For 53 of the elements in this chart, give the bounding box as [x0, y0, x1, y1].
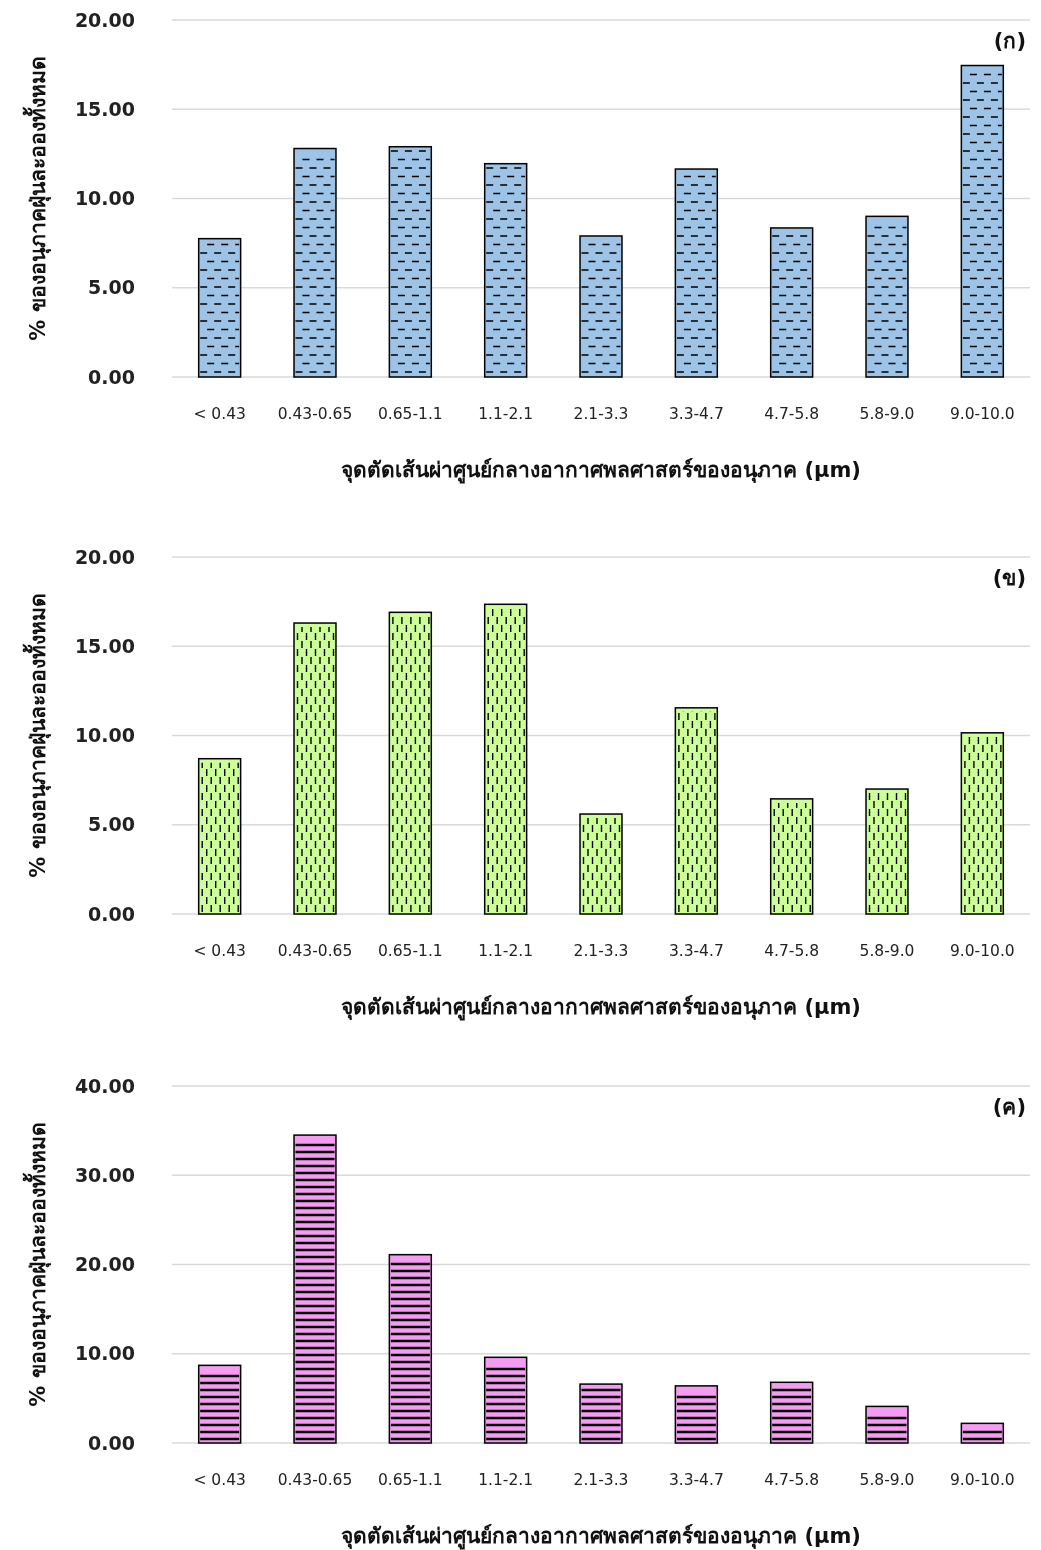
x-tick-label: 1.1-2.1: [478, 405, 534, 423]
y-tick-label: 15.00: [74, 634, 135, 657]
x-tick-label: < 0.43: [193, 942, 246, 960]
y-tick-label: 20.00: [74, 545, 135, 568]
annotation: (ก): [993, 29, 1026, 53]
x-tick-label: 0.65-1.1: [377, 942, 443, 960]
x-axis-title: จุดตัดเส้นผ่าศูนย์กลางอากาศพลศาสตร์ของอนุภาค (μm): [341, 458, 861, 484]
y-tick-label: 15.00: [74, 97, 135, 120]
x-tick-label: 5.8-9.0: [859, 942, 915, 960]
y-tick-label: 20.00: [74, 8, 135, 31]
x-tick-label: 5.8-9.0: [859, 405, 915, 423]
x-axis-title: จุดตัดเส้นผ่าศูนย์กลางอากาศพลศาสตร์ของอนุภาค (μm): [341, 995, 861, 1021]
x-tick-label: 3.3-4.7: [668, 942, 724, 960]
y-tick-label: 10.00: [74, 1342, 135, 1365]
y-axis-title: % ของอนุภาคฝุ่นละอองทั้งหมด: [22, 56, 52, 341]
y-tick-label: 0.00: [88, 1431, 135, 1454]
y-tick-label: 10.00: [74, 724, 135, 747]
annotation: (ค): [992, 1095, 1026, 1119]
x-tick-label: 2.1-3.3: [573, 942, 629, 960]
x-tick-label: < 0.43: [193, 1471, 246, 1489]
y-tick-label: 0.00: [88, 365, 135, 388]
x-tick-label: < 0.43: [193, 405, 246, 423]
y-tick-label: 10.00: [74, 187, 135, 210]
x-axis-title: จุดตัดเส้นผ่าศูนย์กลางอากาศพลศาสตร์ของอนุภาค (μm): [341, 1524, 861, 1550]
y-tick-label: 20.00: [74, 1253, 135, 1276]
x-tick-label: 4.7-5.8: [764, 405, 820, 423]
x-tick-label: 4.7-5.8: [764, 942, 820, 960]
x-tick-label: 0.43-0.65: [277, 1471, 353, 1489]
y-tick-label: 5.00: [88, 276, 135, 299]
y-tick-label: 0.00: [88, 902, 135, 925]
annotation: (ข): [992, 566, 1026, 590]
x-tick-label: 9.0-10.0: [949, 942, 1015, 960]
y-tick-label: 40.00: [74, 1074, 135, 1097]
x-tick-label: 3.3-4.7: [668, 405, 724, 423]
x-tick-label: 0.65-1.1: [377, 1471, 443, 1489]
x-tick-label: 3.3-4.7: [668, 1471, 724, 1489]
bar: [769, 227, 814, 378]
y-tick-label: 30.00: [74, 1163, 135, 1186]
x-tick-label: 9.0-10.0: [949, 405, 1015, 423]
x-tick-label: 1.1-2.1: [478, 1471, 534, 1489]
x-tick-label: 4.7-5.8: [764, 1471, 820, 1489]
y-axis-title: % ของอนุภาคฝุ่นละอองทั้งหมด: [22, 593, 52, 878]
x-tick-label: 1.1-2.1: [478, 942, 534, 960]
x-tick-label: 0.65-1.1: [377, 405, 443, 423]
x-tick-label: 0.43-0.65: [277, 405, 353, 423]
x-tick-label: 9.0-10.0: [949, 1471, 1015, 1489]
y-axis-title: % ของอนุภาคฝุ่นละอองทั้งหมด: [22, 1122, 52, 1407]
x-tick-label: 0.43-0.65: [277, 942, 353, 960]
x-tick-label: 2.1-3.3: [573, 405, 629, 423]
y-tick-label: 5.00: [88, 813, 135, 836]
x-tick-label: 5.8-9.0: [859, 1471, 915, 1489]
x-tick-label: 2.1-3.3: [573, 1471, 629, 1489]
bar: [197, 237, 242, 378]
